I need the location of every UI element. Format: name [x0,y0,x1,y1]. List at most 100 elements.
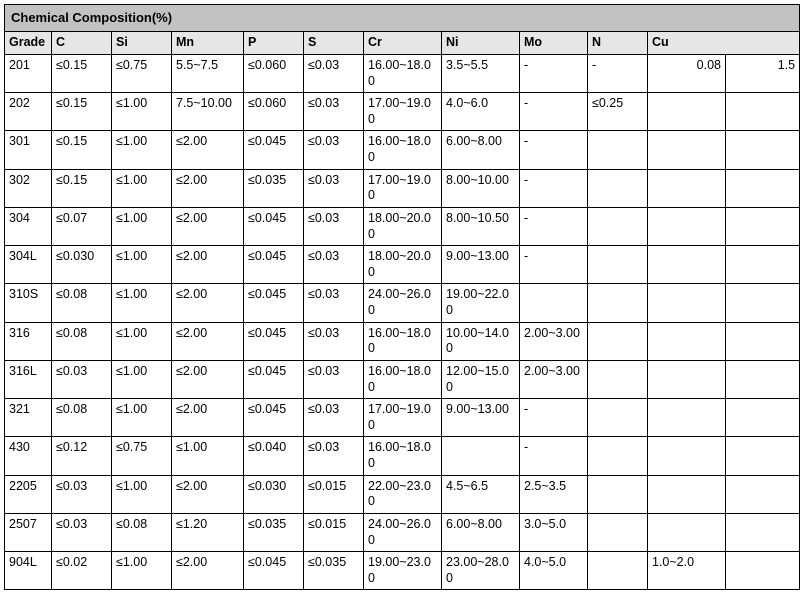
cell-cu: 1.0~2.0 [648,552,726,590]
cell-mo: - [520,131,588,169]
cell-ni: 9.00~13.00 [442,246,520,284]
cell-c: ≤0.03 [52,475,112,513]
cell-cu [648,246,726,284]
cell-ni: 10.00~14.00 [442,322,520,360]
cell-si: ≤0.75 [112,54,172,92]
cell-n [588,360,648,398]
cell-ni: 8.00~10.50 [442,207,520,245]
cell-cu2 [726,284,800,322]
cell-s: ≤0.03 [304,169,364,207]
cell-c: ≤0.15 [52,54,112,92]
cell-mo: 4.0~5.0 [520,552,588,590]
cell-mo [520,284,588,322]
cell-c: ≤0.08 [52,399,112,437]
table-row: 321≤0.08≤1.00≤2.00≤0.045≤0.0317.00~19.00… [5,399,800,437]
table-row: 201≤0.15≤0.755.5~7.5≤0.060≤0.0316.00~18.… [5,54,800,92]
cell-cr: 16.00~18.00 [364,437,442,475]
cell-c: ≤0.07 [52,207,112,245]
cell-mo: - [520,437,588,475]
table-row: 2205≤0.03≤1.00≤2.00≤0.030≤0.01522.00~23.… [5,475,800,513]
cell-cu [648,207,726,245]
cell-p: ≤0.045 [244,207,304,245]
cell-cr: 18.00~20.00 [364,207,442,245]
cell-mo: 2.00~3.00 [520,322,588,360]
cell-mn: ≤2.00 [172,552,244,590]
cell-s: ≤0.03 [304,399,364,437]
col-header-si: Si [112,32,172,55]
cell-cu2 [726,437,800,475]
cell-s: ≤0.03 [304,360,364,398]
cell-n [588,513,648,551]
cell-mo: 2.00~3.00 [520,360,588,398]
table-row: 302≤0.15≤1.00≤2.00≤0.035≤0.0317.00~19.00… [5,169,800,207]
cell-cu2 [726,552,800,590]
cell-cu2 [726,246,800,284]
cell-cu [648,513,726,551]
table-row: 430≤0.12≤0.75≤1.00≤0.040≤0.0316.00~18.00… [5,437,800,475]
cell-cu2 [726,360,800,398]
cell-n [588,399,648,437]
table-row: 304L≤0.030≤1.00≤2.00≤0.045≤0.0318.00~20.… [5,246,800,284]
cell-ni [442,437,520,475]
cell-n [588,322,648,360]
cell-si: ≤1.00 [112,93,172,131]
cell-si: ≤1.00 [112,169,172,207]
table-row: 2507≤0.03≤0.08≤1.20≤0.035≤0.01524.00~26.… [5,513,800,551]
cell-mn: ≤2.00 [172,322,244,360]
cell-mo: - [520,93,588,131]
cell-cr: 24.00~26.00 [364,284,442,322]
table-row: 316L≤0.03≤1.00≤2.00≤0.045≤0.0316.00~18.0… [5,360,800,398]
cell-mn: ≤2.00 [172,207,244,245]
cell-si: ≤0.08 [112,513,172,551]
cell-s: ≤0.03 [304,284,364,322]
cell-grade: 321 [5,399,52,437]
cell-p: ≤0.045 [244,399,304,437]
cell-grade: 302 [5,169,52,207]
cell-grade: 202 [5,93,52,131]
cell-n: ≤0.25 [588,93,648,131]
cell-si: ≤1.00 [112,246,172,284]
cell-cu [648,93,726,131]
cell-s: ≤0.03 [304,207,364,245]
cell-cr: 22.00~23.00 [364,475,442,513]
cell-s: ≤0.03 [304,54,364,92]
cell-grade: 430 [5,437,52,475]
cell-mn: ≤2.00 [172,284,244,322]
cell-cu [648,284,726,322]
cell-mo: - [520,207,588,245]
cell-cu2 [726,207,800,245]
cell-grade: 304 [5,207,52,245]
cell-s: ≤0.03 [304,246,364,284]
cell-n [588,207,648,245]
cell-c: ≤0.03 [52,513,112,551]
table-body: 201≤0.15≤0.755.5~7.5≤0.060≤0.0316.00~18.… [5,54,800,590]
col-header-ni: Ni [442,32,520,55]
cell-mn: ≤1.00 [172,437,244,475]
cell-cr: 17.00~19.00 [364,93,442,131]
table-row: 304≤0.07≤1.00≤2.00≤0.045≤0.0318.00~20.00… [5,207,800,245]
table-header-row: GradeCSiMnPSCrNiMoNCu [5,32,800,55]
table-row: 904L≤0.02≤1.00≤2.00≤0.045≤0.03519.00~23.… [5,552,800,590]
cell-mn: 7.5~10.00 [172,93,244,131]
cell-cu2 [726,93,800,131]
cell-cu [648,437,726,475]
cell-cr: 16.00~18.00 [364,322,442,360]
cell-mo: - [520,54,588,92]
cell-mn: ≤2.00 [172,475,244,513]
cell-mn: ≤2.00 [172,399,244,437]
cell-p: ≤0.035 [244,169,304,207]
cell-si: ≤1.00 [112,475,172,513]
cell-si: ≤1.00 [112,131,172,169]
cell-mo: - [520,246,588,284]
cell-cr: 16.00~18.00 [364,54,442,92]
cell-c: ≤0.12 [52,437,112,475]
cell-p: ≤0.045 [244,284,304,322]
cell-ni: 6.00~8.00 [442,131,520,169]
cell-si: ≤1.00 [112,284,172,322]
cell-s: ≤0.03 [304,131,364,169]
cell-p: ≤0.030 [244,475,304,513]
cell-si: ≤0.75 [112,437,172,475]
cell-mo: 2.5~3.5 [520,475,588,513]
col-header-s: S [304,32,364,55]
cell-grade: 201 [5,54,52,92]
